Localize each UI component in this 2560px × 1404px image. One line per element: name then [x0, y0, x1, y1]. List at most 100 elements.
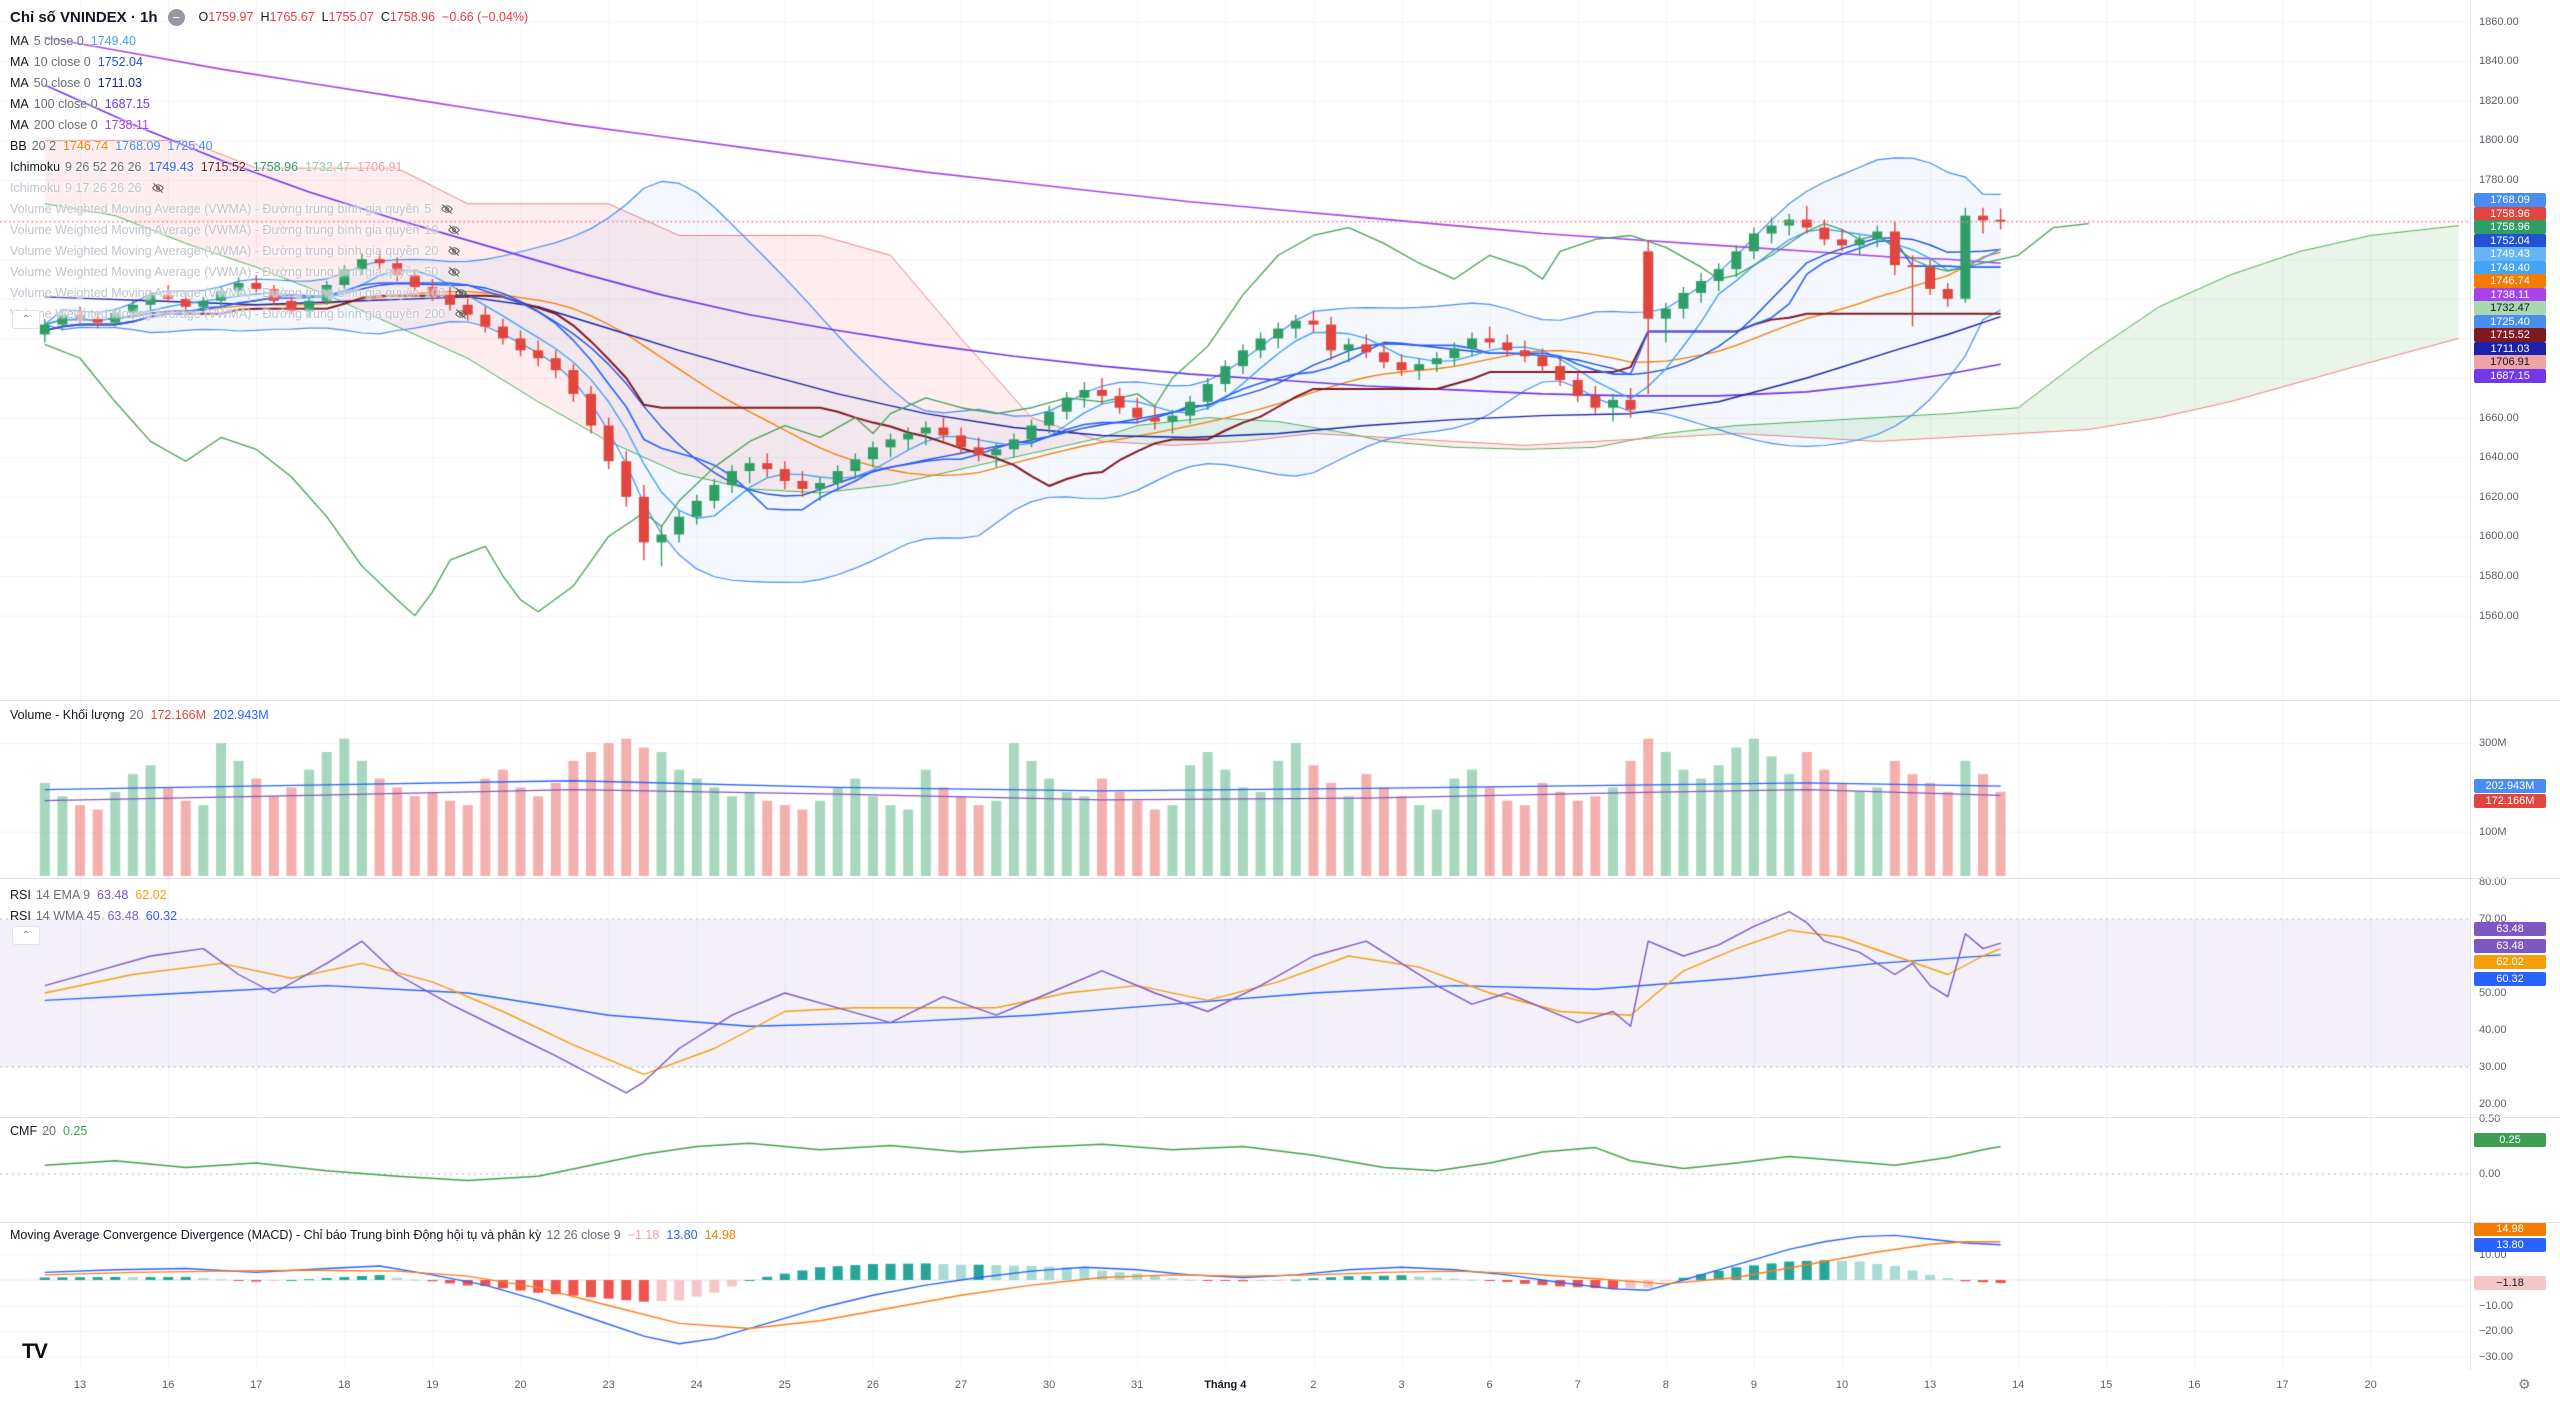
eye-off-icon[interactable]	[440, 202, 454, 216]
eye-off-icon[interactable]	[447, 244, 461, 258]
price-tick: 1840.00	[2479, 55, 2519, 68]
indicator-value: 63.48	[97, 887, 129, 902]
indicator-params: 200 close 0	[33, 117, 98, 132]
macd-badge: 14.98	[2474, 1222, 2546, 1236]
indicator-name: Moving Average Convergence Divergence (M…	[10, 1227, 542, 1242]
legend-row-ma[interactable]: MA 200 close 0 1738.11	[10, 114, 528, 135]
indicator-params: 20	[129, 707, 144, 722]
macd-tick: −30.00	[2479, 1350, 2513, 1363]
main-legend: Chỉ số VNINDEX · 1h − O1759.97 H1765.67 …	[10, 4, 528, 324]
indicator-params: 50 close 0	[33, 75, 91, 90]
indicator-value: 1752.04	[97, 54, 143, 69]
time-label: 15	[2100, 1379, 2113, 1391]
volume-pane[interactable]	[0, 700, 2470, 878]
indicator-name: Volume Weighted Moving Average (VWMA) - …	[10, 222, 420, 237]
axis-settings-gear-icon[interactable]: ⚙	[2518, 1376, 2531, 1392]
price-badge: 1749.43	[2474, 247, 2546, 261]
indicator-name: RSI	[10, 908, 31, 923]
macd-tick: −20.00	[2479, 1325, 2513, 1337]
time-label: 3	[1398, 1379, 1405, 1391]
eye-off-icon[interactable]	[151, 181, 165, 195]
time-label: 9	[1750, 1379, 1757, 1391]
rsi-legend-collapse-chevron[interactable]: ⌃	[12, 926, 40, 945]
eye-off-icon[interactable]	[447, 265, 461, 279]
legend-row-volume[interactable]: Volume Weighted Moving Average (VWMA) - …	[10, 261, 528, 282]
legend-row-ma[interactable]: MA 100 close 0 1687.15	[10, 93, 528, 114]
legend-row-bb[interactable]: BB 20 2 1746.74 1768.09 1725.40	[10, 135, 528, 156]
macd-pane[interactable]	[0, 1222, 2470, 1370]
indicator-name: MA	[10, 96, 29, 111]
time-label: Tháng 4	[1204, 1379, 1247, 1391]
legend-row-volume[interactable]: Volume Weighted Moving Average (VWMA) - …	[10, 303, 528, 324]
indicator-params: 9 17 26 26 26	[65, 180, 142, 195]
indicator-name: MA	[10, 33, 29, 48]
pane-separator[interactable]	[0, 1222, 2560, 1223]
legend-row-volume[interactable]: Volume - Khối lượng 20 172.166M 202.943M	[10, 704, 276, 725]
symbol-title-row: Chỉ số VNINDEX · 1h − O1759.97 H1765.67 …	[10, 4, 528, 30]
volume-tick: 100M	[2479, 825, 2507, 838]
symbol-title[interactable]: Chỉ số VNINDEX · 1h	[10, 8, 158, 26]
eye-off-icon[interactable]	[454, 307, 468, 321]
indicator-params: 10	[424, 222, 439, 237]
pane-separator[interactable]	[0, 1117, 2560, 1118]
time-label: 16	[161, 1379, 175, 1391]
indicator-value: 13.80	[666, 1227, 698, 1242]
price-tick: 1660.00	[2479, 411, 2519, 424]
collapse-symbol-button[interactable]: −	[167, 8, 185, 26]
indicator-value: 1768.09	[115, 138, 161, 153]
pane-separator[interactable]	[0, 878, 2560, 879]
rsi-tick: 80.00	[2479, 876, 2507, 888]
pane-separator[interactable]	[0, 700, 2560, 701]
time-label: 31	[1131, 1379, 1144, 1391]
eye-off-icon[interactable]	[454, 286, 468, 300]
price-badge: 1758.96	[2474, 220, 2546, 234]
price-tick: 1600.00	[2479, 530, 2519, 543]
price-badge: 1768.09	[2474, 193, 2546, 207]
volume-badge: 172.166M	[2474, 794, 2546, 808]
indicator-params: 5	[424, 201, 432, 216]
eye-off-icon[interactable]	[447, 223, 461, 237]
indicator-params: 14 EMA 9	[35, 887, 91, 902]
indicator-name: Ichimoku	[10, 180, 61, 195]
main-price-chart[interactable]	[0, 0, 2470, 700]
time-label: 7	[1574, 1379, 1581, 1391]
legend-row-ma[interactable]: MA 50 close 0 1711.03	[10, 72, 528, 93]
legend-row-ichimoku[interactable]: Ichimoku 9 17 26 26 26	[10, 177, 528, 198]
legend-row-ichimoku[interactable]: Ichimoku 9 26 52 26 26 1749.43 1715.52 1758.…	[10, 156, 528, 177]
indicator-value: 1706.91	[357, 159, 403, 174]
indicator-name: RSI	[10, 887, 31, 902]
volume-legend: Volume - Khối lượng 20 172.166M 202.943M	[10, 704, 276, 725]
cmf-pane[interactable]	[0, 1117, 2470, 1222]
indicator-name: MA	[10, 54, 29, 69]
time-label: 24	[690, 1379, 703, 1391]
rsi-pane[interactable]	[0, 878, 2470, 1117]
legend-row-volume[interactable]: Volume Weighted Moving Average (VWMA) - …	[10, 219, 528, 240]
indicator-value: 60.32	[145, 908, 178, 923]
price-scale[interactable]: 1860.001840.001820.001800.001780.001760.…	[2470, 0, 2560, 1404]
rsi-badge: 60.32	[2474, 971, 2546, 986]
macd-tick: −10.00	[2479, 1299, 2513, 1312]
price-tick: 1820.00	[2479, 94, 2519, 107]
rsi-tick: 20.00	[2479, 1098, 2507, 1110]
time-label: 13	[73, 1379, 87, 1391]
price-badge: 1732.47	[2474, 301, 2546, 315]
legend-row-macd[interactable]: Moving Average Convergence Divergence (M…	[10, 1224, 743, 1245]
legend-collapse-chevron[interactable]: ⌃	[12, 310, 40, 329]
price-badge: 1749.40	[2474, 260, 2546, 275]
ohlc-values: O1759.97 H1765.67 L1755.07 C1758.96 −0.6…	[198, 10, 529, 24]
indicator-params: 20	[424, 243, 439, 258]
tradingview-logo[interactable]: TV	[22, 1340, 48, 1363]
legend-row-volume[interactable]: Volume Weighted Moving Average (VWMA) - …	[10, 240, 528, 261]
legend-row-ma[interactable]: MA 5 close 0 1749.40	[10, 30, 528, 51]
legend-row-volume[interactable]: Volume Weighted Moving Average (VWMA) - …	[10, 198, 528, 219]
legend-row-cmf[interactable]: CMF 20 0.25	[10, 1120, 94, 1141]
rsi-tick: 50.00	[2479, 987, 2507, 999]
legend-row-rsi[interactable]: RSI 14 WMA 45 63.48 60.32	[10, 905, 184, 926]
legend-row-volume[interactable]: Volume Weighted Moving Average (VWMA) - …	[10, 282, 528, 303]
legend-row-rsi[interactable]: RSI 14 EMA 9 63.48 62.02	[10, 884, 184, 905]
legend-row-ma[interactable]: MA 10 close 0 1752.04	[10, 51, 528, 72]
price-badge: 1725.40	[2474, 314, 2546, 329]
price-badge: 1738.11	[2474, 287, 2546, 302]
